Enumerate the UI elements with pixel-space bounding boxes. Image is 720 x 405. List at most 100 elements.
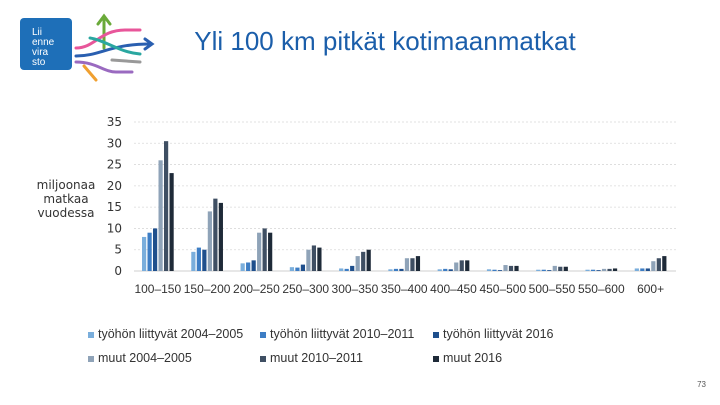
x-tick-label: 150–200 bbox=[184, 282, 231, 296]
bar bbox=[508, 265, 514, 271]
x-tick-label: 100–150 bbox=[134, 282, 181, 296]
bar bbox=[590, 269, 596, 271]
bar bbox=[339, 268, 344, 271]
page-number: 73 bbox=[697, 380, 706, 389]
bar bbox=[158, 160, 163, 271]
legend-label: työhön liittyvät 2004–2005 bbox=[98, 327, 244, 341]
x-tick-label: 300–350 bbox=[332, 282, 379, 296]
x-tick-label: 550–600 bbox=[578, 282, 625, 296]
bar bbox=[399, 268, 404, 271]
bar bbox=[218, 202, 223, 271]
legend-item: muut 2016 bbox=[433, 351, 502, 365]
bar bbox=[651, 261, 656, 271]
logo-line-1: Lii bbox=[32, 27, 42, 38]
y-tick-label: 0 bbox=[114, 264, 122, 278]
bar bbox=[612, 268, 618, 271]
x-tick-label: 450–500 bbox=[479, 282, 526, 296]
bar bbox=[169, 173, 174, 271]
bar bbox=[497, 270, 503, 271]
bar bbox=[388, 269, 393, 271]
bar bbox=[514, 265, 519, 271]
bar bbox=[366, 249, 371, 271]
bar bbox=[311, 245, 317, 271]
bar bbox=[350, 265, 355, 271]
legend-label: työhön liittyvät 2010–2011 bbox=[270, 327, 415, 341]
legend-label: muut 2010–2011 bbox=[270, 351, 363, 365]
bar bbox=[536, 269, 541, 271]
bar bbox=[240, 263, 245, 271]
legend-label: työhön liittyvät 2016 bbox=[443, 327, 554, 341]
bar bbox=[437, 269, 442, 271]
y-tick-label: 25 bbox=[107, 158, 122, 172]
bar bbox=[251, 260, 256, 271]
bar bbox=[601, 268, 607, 271]
logo-arrows-graphic bbox=[74, 13, 155, 82]
legend-swatch bbox=[260, 331, 266, 338]
bar bbox=[202, 249, 207, 271]
bar bbox=[640, 268, 645, 271]
bar bbox=[656, 258, 661, 271]
x-tick-label: 600+ bbox=[637, 282, 664, 296]
liikennevirasto-logo: Lii enne vira sto bbox=[20, 13, 155, 82]
bar bbox=[295, 267, 300, 271]
legend-swatch bbox=[433, 355, 439, 362]
bar bbox=[634, 268, 639, 271]
legend-label: muut 2004–2005 bbox=[98, 351, 192, 365]
bar bbox=[317, 247, 322, 271]
bars bbox=[142, 141, 667, 271]
y-tick-label: 20 bbox=[107, 179, 122, 193]
bar bbox=[585, 269, 590, 271]
bar bbox=[454, 262, 459, 271]
bar bbox=[448, 269, 453, 271]
bar bbox=[607, 268, 612, 271]
bar bbox=[645, 268, 650, 271]
x-tick-label: 500–550 bbox=[529, 282, 576, 296]
x-tick-label: 350–400 bbox=[381, 282, 428, 296]
bar bbox=[268, 232, 273, 271]
bar bbox=[503, 265, 508, 271]
bar bbox=[300, 264, 306, 271]
legend-swatch bbox=[260, 355, 266, 362]
bar bbox=[563, 266, 568, 271]
legend-item: työhön liittyvät 2004–2005 bbox=[88, 327, 243, 341]
bar bbox=[153, 228, 158, 271]
x-tick-label: 400–450 bbox=[430, 282, 477, 296]
bar bbox=[443, 268, 448, 271]
bar bbox=[361, 251, 366, 271]
bar bbox=[147, 232, 152, 271]
bar bbox=[289, 267, 295, 271]
logo-line-2: enne bbox=[32, 37, 55, 48]
bar bbox=[262, 228, 267, 271]
y-tick-label: 10 bbox=[107, 221, 122, 235]
legend-swatch bbox=[88, 331, 94, 338]
bar bbox=[393, 268, 399, 271]
y-tick-label: 15 bbox=[107, 200, 122, 214]
bar bbox=[541, 269, 546, 271]
bar bbox=[196, 247, 201, 271]
logo-line-4: sto bbox=[32, 57, 46, 68]
bar bbox=[246, 262, 251, 271]
legend-item: muut 2010–2011 bbox=[260, 351, 363, 365]
bar bbox=[191, 251, 196, 271]
x-tick-label: 200–250 bbox=[233, 282, 280, 296]
bar bbox=[459, 260, 464, 271]
bar bbox=[164, 141, 169, 271]
y-tick-label: 35 bbox=[107, 115, 122, 129]
bar bbox=[415, 256, 421, 271]
y-tick-label: 30 bbox=[107, 136, 122, 150]
bar bbox=[465, 260, 470, 271]
legend-swatch bbox=[88, 355, 94, 362]
bar bbox=[486, 269, 492, 271]
legend-item: työhön liittyvät 2010–2011 bbox=[260, 327, 414, 341]
legend-item: työhön liittyvät 2016 bbox=[433, 327, 554, 341]
bar bbox=[547, 270, 552, 271]
legend-swatch bbox=[433, 331, 439, 338]
bar bbox=[662, 256, 667, 271]
bar bbox=[213, 198, 218, 271]
bar bbox=[355, 256, 360, 271]
bar bbox=[596, 270, 601, 271]
bar bbox=[344, 268, 349, 271]
bar bbox=[492, 269, 497, 271]
bar bbox=[306, 249, 311, 271]
bar bbox=[207, 211, 212, 271]
